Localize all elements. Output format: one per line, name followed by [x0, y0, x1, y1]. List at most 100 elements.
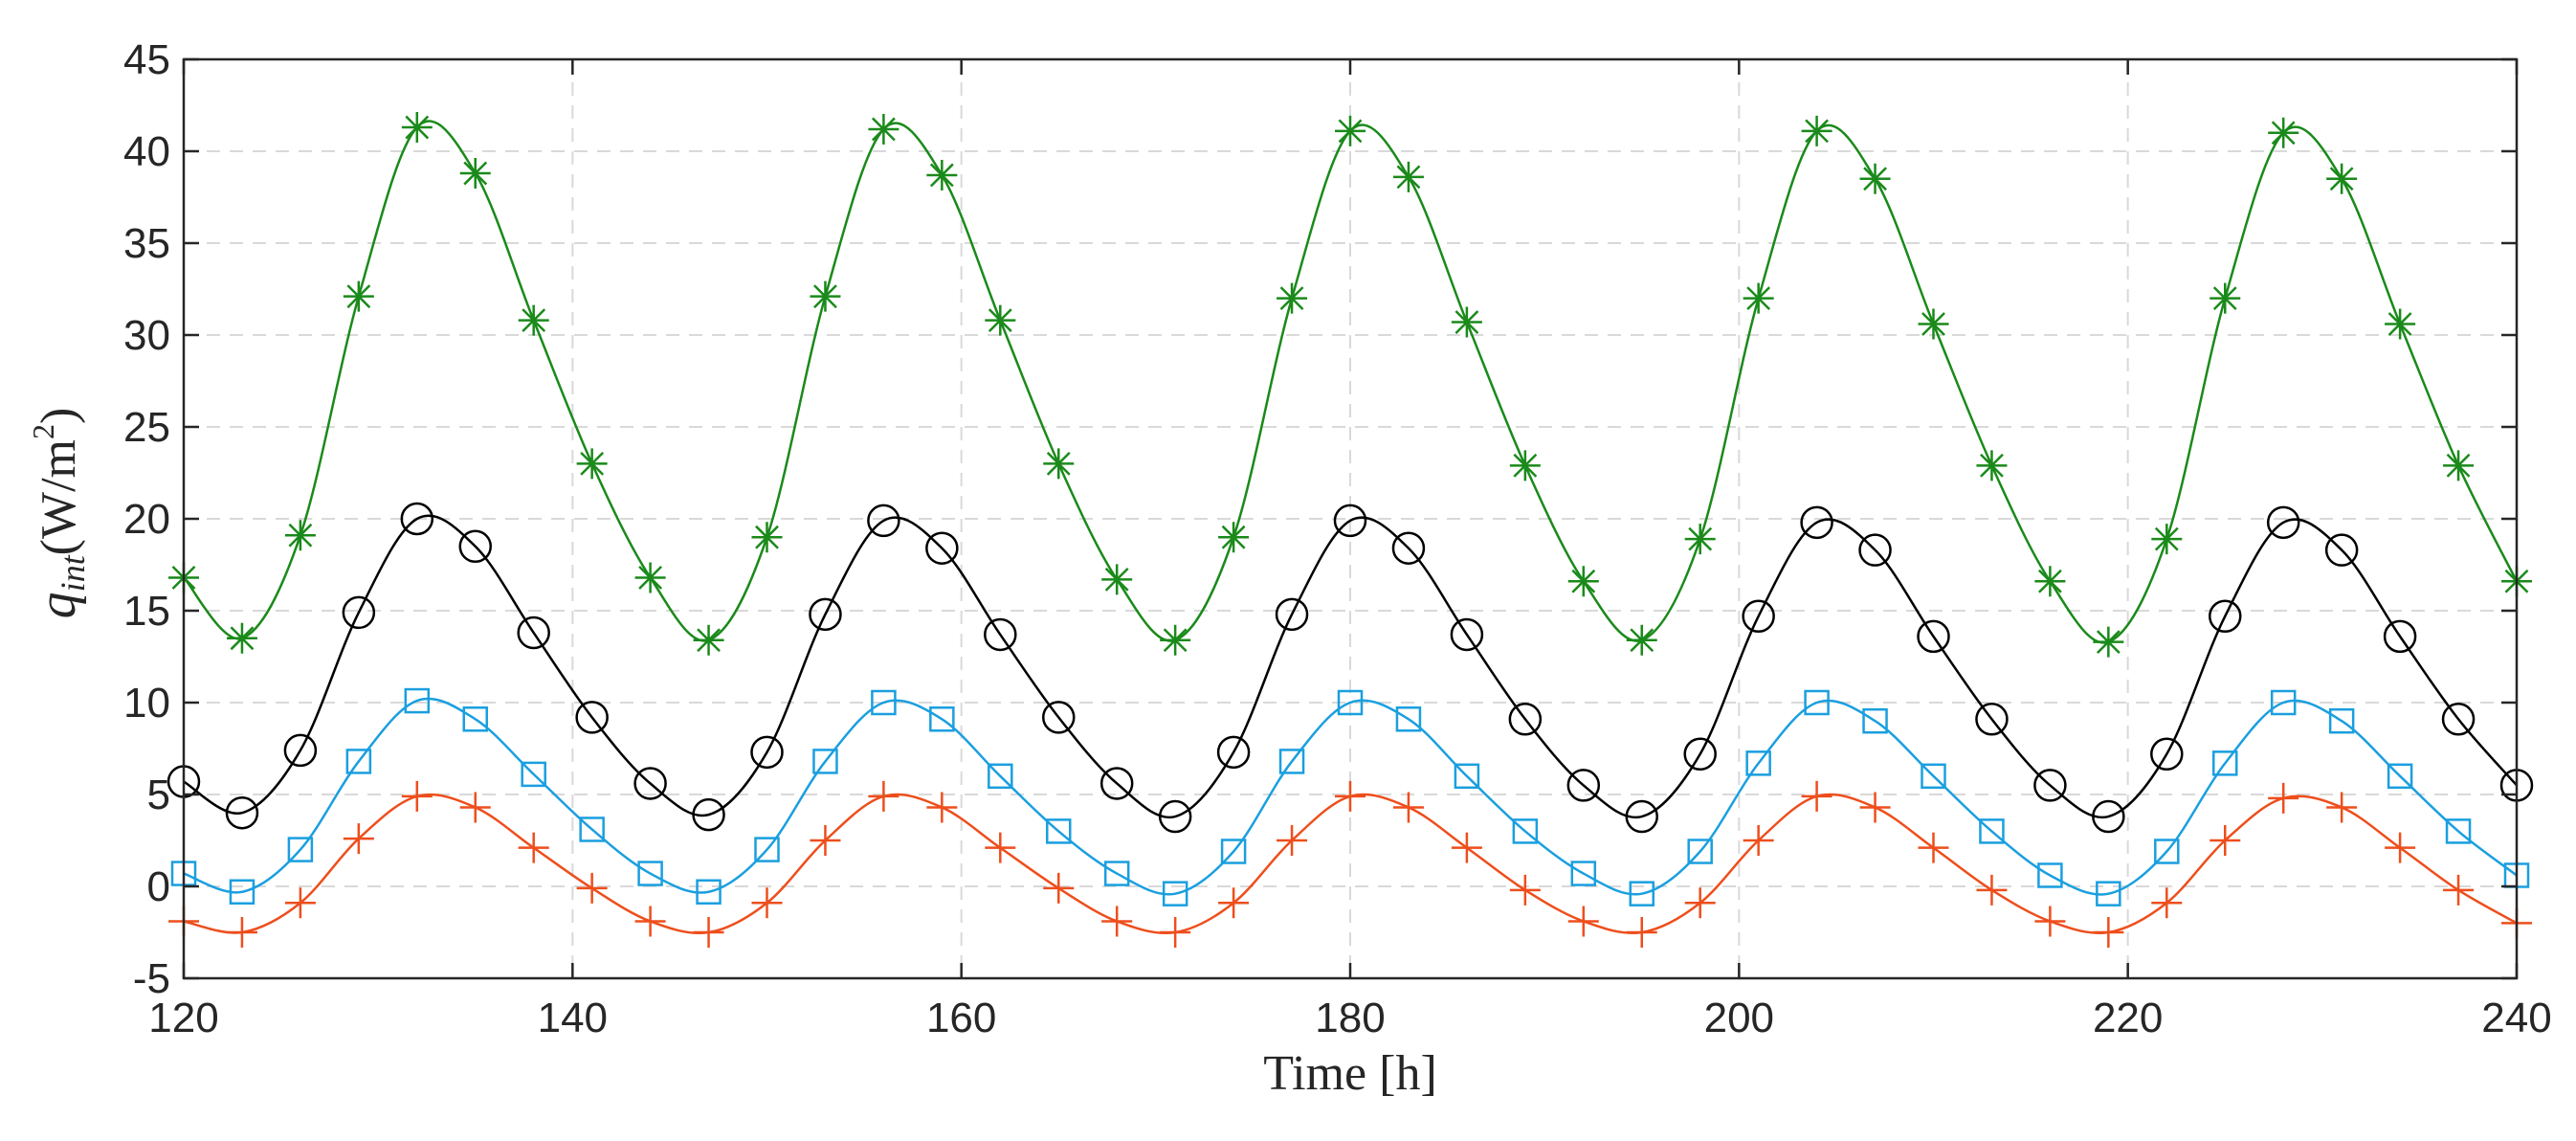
x-tick-labels: 120 140 160 180 200 220 240 [148, 995, 2551, 1041]
x-tick-label: 180 [1315, 995, 1385, 1041]
series-black-circle-marker [2441, 703, 2476, 736]
series-black-circle-marker [1625, 799, 1658, 834]
series-orange-plus-marker [1859, 792, 1891, 823]
series-orange-plus-marker [1626, 917, 1657, 948]
series-orange-plus-marker [226, 917, 257, 948]
series-orange-plus-marker [1509, 874, 1541, 906]
grid [184, 59, 2517, 978]
y-tick-label: -5 [133, 955, 170, 1002]
series-orange-plus-marker [459, 792, 491, 823]
y-tick-label: 0 [147, 863, 170, 910]
series-blue-square-marker [1103, 861, 1130, 886]
series-blue-square-marker [2328, 707, 2355, 734]
series-green-star-marker [1743, 282, 1774, 314]
series-blue-square-marker [1629, 881, 1654, 906]
series-black-circle-marker [2266, 505, 2300, 540]
y-axis-label-units: (W/m [32, 439, 86, 555]
series-orange-plus-marker [1801, 780, 1832, 812]
series-green-star-marker [1101, 564, 1133, 595]
y-tick-label: 10 [123, 680, 170, 727]
series-orange-plus-marker [2151, 887, 2183, 919]
series-blue-square-marker [1046, 818, 1072, 844]
series-black-circle-marker [1975, 703, 2009, 736]
series-green-star-marker [985, 304, 1016, 336]
x-tick-label: 140 [538, 995, 608, 1041]
series-blue-square-marker [754, 837, 780, 862]
series-black-circle-marker [1800, 505, 1833, 540]
series-blue-square-marker [2096, 881, 2121, 906]
series-orange-plus-marker [1218, 887, 1250, 919]
series-orange-plus-marker [2210, 825, 2241, 856]
series-orange-plus-marker [634, 906, 666, 937]
series-orange-plus-marker [284, 887, 316, 919]
series-green-star-marker [2268, 117, 2299, 148]
series-blue-square-marker [1395, 706, 1422, 732]
series-blue-square-marker [1512, 818, 1539, 844]
series-orange-plus-marker [2093, 917, 2124, 948]
series-blue-square-marker [1162, 881, 1188, 906]
series-green-star-marker [1335, 115, 1366, 146]
x-tick-label: 220 [2093, 995, 2163, 1041]
y-tick-label: 20 [123, 496, 170, 543]
series-blue-square-marker [2445, 818, 2472, 844]
series-orange-plus-marker [2326, 792, 2358, 823]
series-black-circle-marker [458, 529, 492, 564]
series-green-star-marker [226, 622, 257, 654]
series-orange-plus-marker [1335, 780, 1366, 812]
series-orange-plus-marker [1567, 906, 1599, 937]
series-orange-plus-marker [1918, 832, 1949, 863]
series-blue-square [170, 687, 2530, 906]
series-green-star-marker [284, 520, 316, 551]
series-black-circle-marker [2324, 533, 2359, 567]
series-green-star-marker [343, 280, 374, 312]
series-blue-square-marker [1278, 749, 1305, 774]
series-green-star-marker [1509, 450, 1541, 481]
series-blue-square-line [183, 697, 2518, 896]
series-black-circle-marker [2150, 737, 2184, 772]
series-black-circle-marker [283, 733, 318, 768]
series-green-star-marker [1160, 624, 1191, 656]
series-blue-square-marker [2037, 862, 2063, 888]
series-black-circle-marker [1742, 599, 1775, 634]
series-blue-square-marker [345, 749, 372, 774]
series-green-star-marker [2326, 163, 2358, 194]
series-black-circle-marker [867, 503, 900, 538]
y-tick-label: 5 [147, 772, 170, 818]
series-black-circle-marker [692, 797, 725, 832]
series-black-circle-marker [1216, 735, 1251, 770]
series-orange-plus-marker [1043, 872, 1075, 904]
y-tick-label: 45 [123, 36, 170, 83]
x-tick-label: 200 [1704, 995, 1774, 1041]
y-axis-label-symbol: q [28, 592, 87, 618]
series-black-circle-marker [1566, 769, 1601, 802]
series-black-circle-marker [809, 597, 842, 632]
series-blue-square-marker [1220, 839, 1247, 864]
series-blue-square-marker [1921, 763, 1946, 790]
y-axis-label: qint(W/m2) [26, 408, 92, 619]
series-blue-square-marker [1979, 818, 2005, 844]
series-blue-square-marker [696, 879, 722, 906]
series-orange-plus-marker [1743, 825, 1774, 856]
series-orange-plus-marker [343, 823, 374, 855]
series-blue-square-marker [637, 861, 663, 886]
series-blue-square-marker [1804, 689, 1830, 716]
y-axis-label-exponent: 2 [26, 424, 60, 439]
series-green-star-marker [634, 562, 666, 593]
series-orange-plus-marker [1160, 917, 1191, 948]
series-green-star-marker [1277, 282, 1308, 314]
series-blue-square-marker [404, 687, 431, 714]
series-blue-square-marker [521, 761, 546, 788]
series-blue-square-marker [2154, 839, 2180, 864]
y-tick-label: 30 [123, 312, 170, 359]
series-black-circle-marker [633, 767, 667, 800]
series-black-circle-marker [1683, 737, 1717, 772]
series-blue-square-marker [1337, 689, 1364, 716]
series-orange-plus-marker [2034, 906, 2066, 937]
series-green-star-marker [2210, 282, 2241, 314]
series-green-star-marker [1684, 524, 1716, 555]
series-black-circle-line [183, 514, 2518, 819]
series-black-circle-marker [1858, 533, 1892, 567]
series-blue-square-marker [579, 817, 605, 842]
